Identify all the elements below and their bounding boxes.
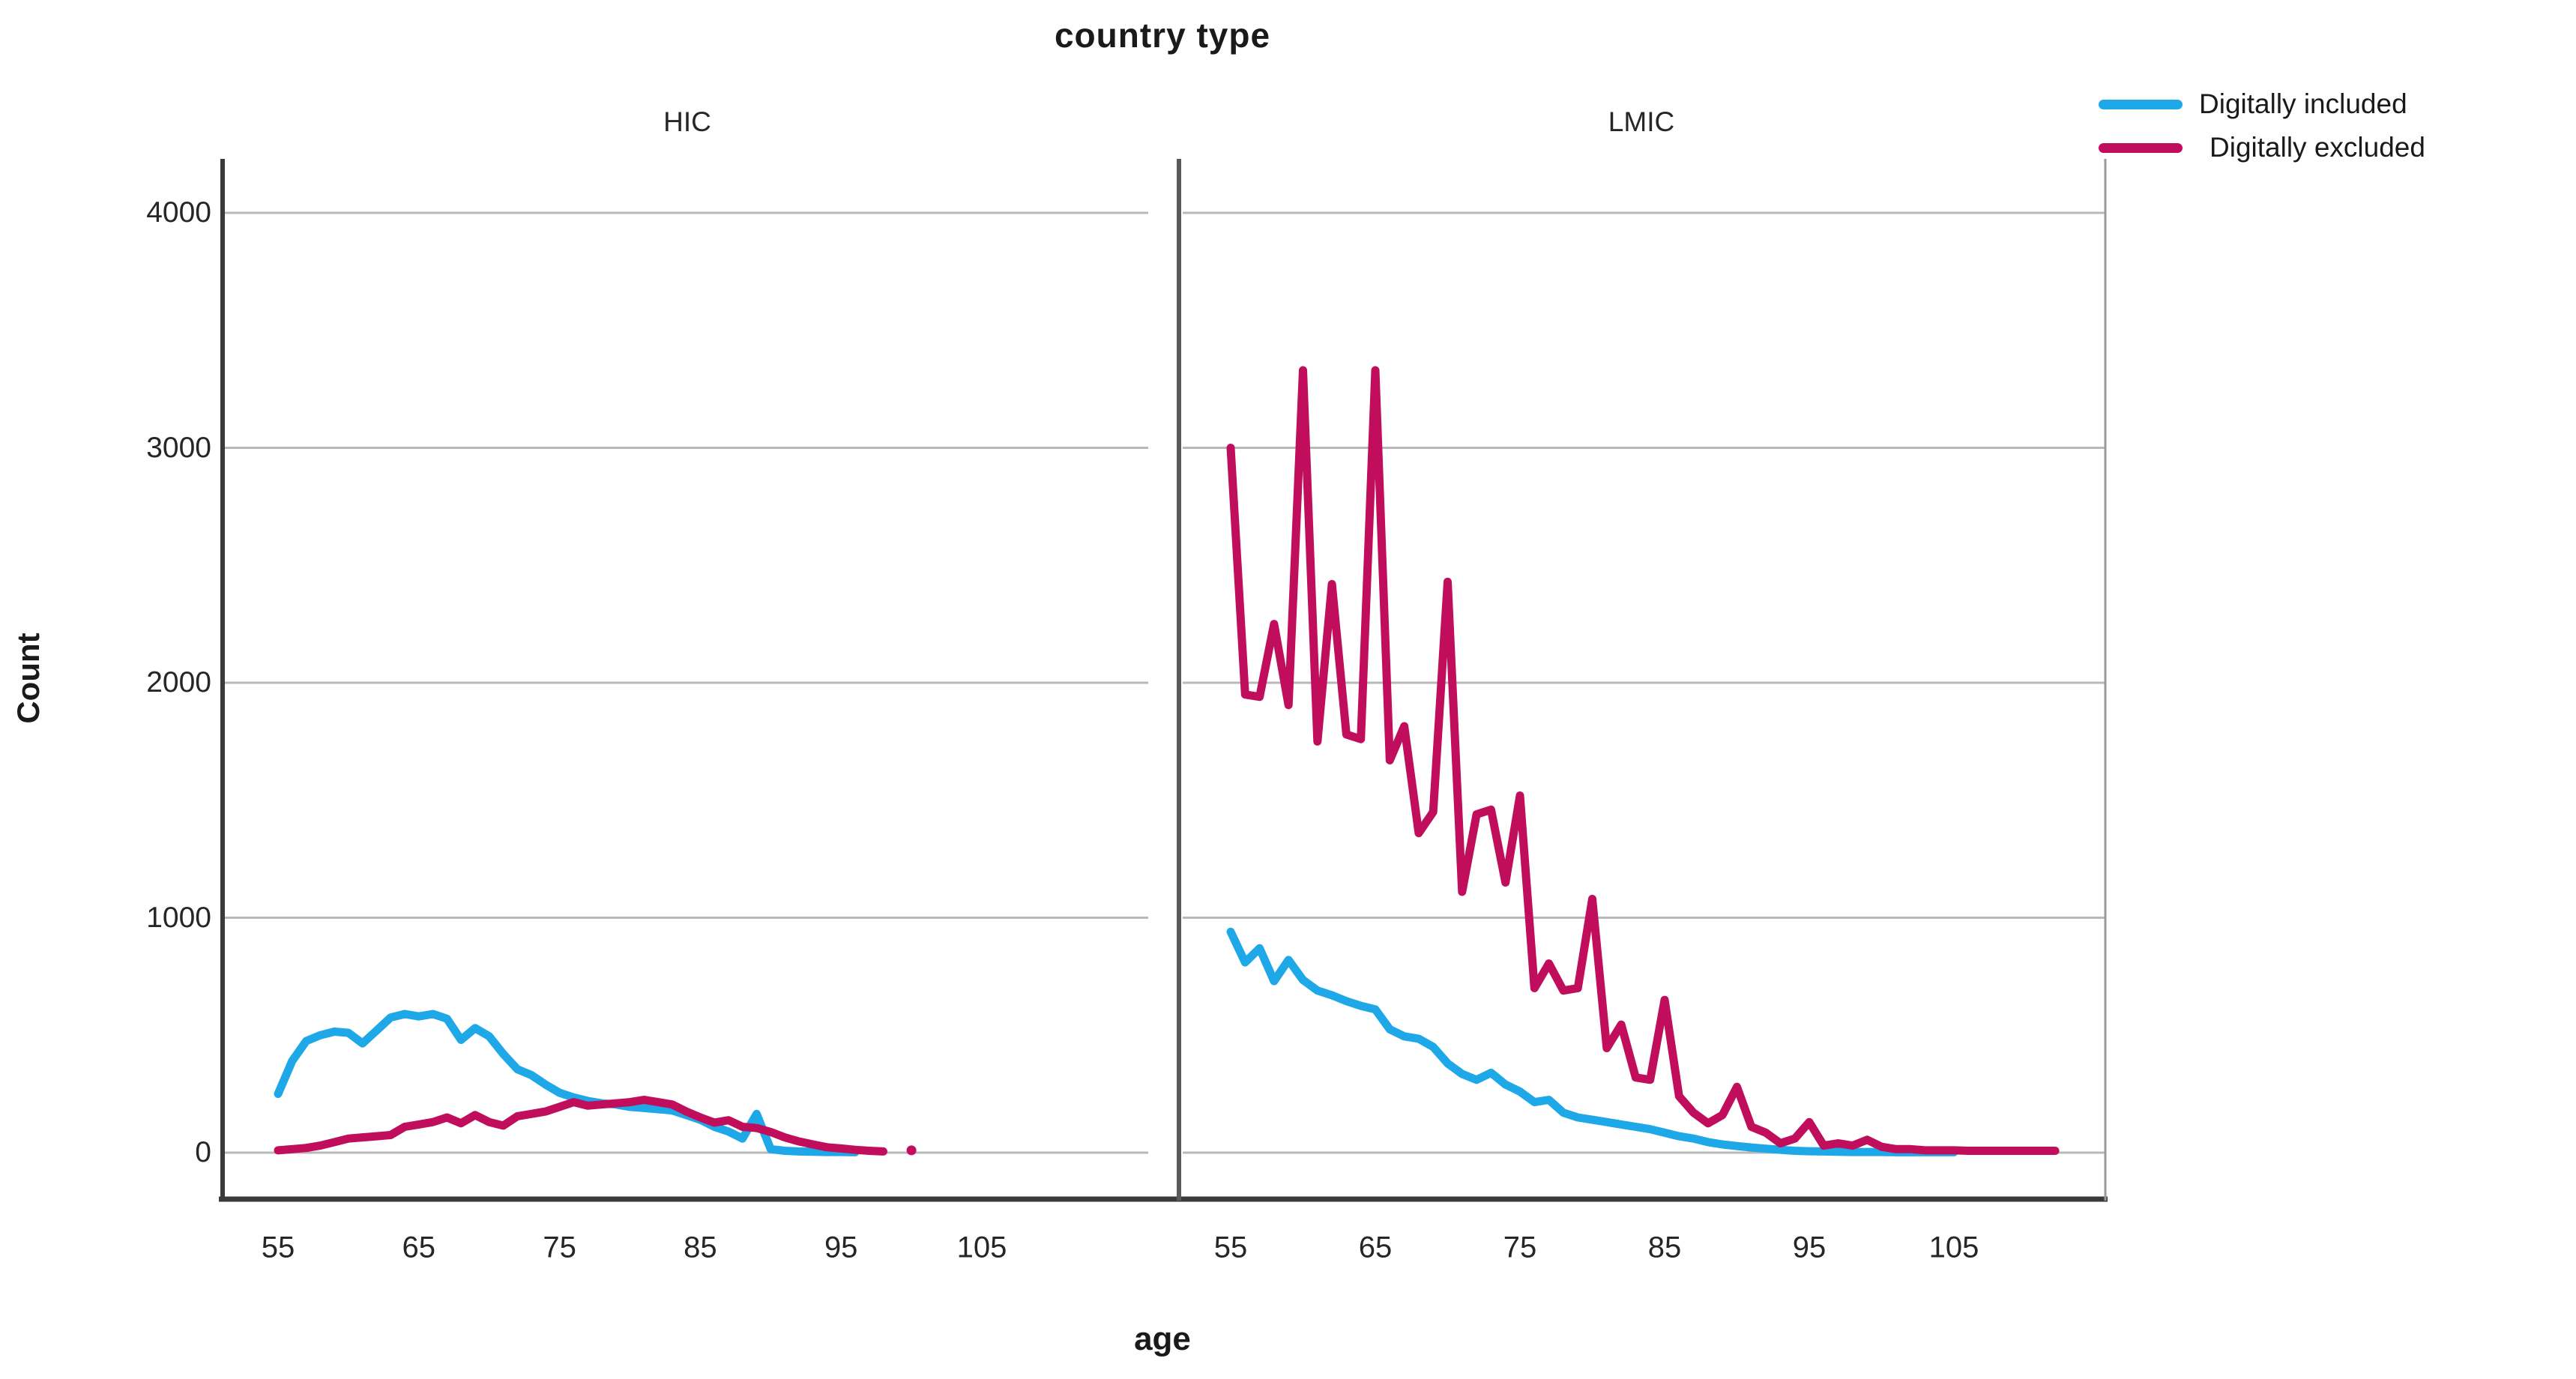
y-tick-label-2000: 2000 [146, 666, 211, 698]
hic-digitally-included-line [274, 1010, 860, 1156]
hic-x-tick-label-105: 105 [956, 1231, 1007, 1264]
legend-swatch-excluded [2099, 142, 2183, 153]
x-axis-title: age [1134, 1321, 1191, 1357]
hic-digitally-excluded-isolated-point [906, 1145, 917, 1156]
legend-label-excluded: Digitally excluded [2209, 132, 2425, 163]
y-tick-label-3000: 3000 [146, 431, 211, 464]
hic-x-tick-label-75: 75 [543, 1231, 576, 1264]
y-tick-label-1000: 1000 [146, 901, 211, 934]
y-tick-label-0: 0 [195, 1136, 211, 1168]
hic-x-tick-label-85: 85 [684, 1231, 717, 1264]
chart-title: country type [1054, 16, 1271, 55]
lmic-digitally-included-line [1226, 927, 1958, 1156]
lmic-x-tick-label-85: 85 [1647, 1231, 1682, 1264]
y-tick-label-4000: 4000 [146, 196, 211, 229]
panel-label-lmic: LMIC [1608, 106, 1675, 137]
hic-x-tick-label-55: 55 [261, 1231, 295, 1264]
lmic-digitally-excluded-line [1226, 366, 2060, 1155]
panel-label-hic: HIC [663, 106, 711, 137]
hic-x-tick-label-65: 65 [402, 1231, 436, 1264]
y-axis-title: Count [10, 633, 46, 724]
hic-x-tick-label-95: 95 [824, 1231, 858, 1264]
lmic-x-tick-label-75: 75 [1503, 1231, 1537, 1264]
lmic-x-tick-label-95: 95 [1792, 1231, 1827, 1264]
legend: Digitally included Digitally excluded [2099, 88, 2425, 163]
legend-swatch-included [2099, 99, 2183, 109]
hic-digitally-excluded-line [274, 1096, 887, 1156]
legend-item-digitally-excluded: Digitally excluded [2099, 132, 2425, 163]
lmic-x-tick-label-55: 55 [1213, 1231, 1248, 1264]
lmic-x-tick-label-65: 65 [1358, 1231, 1393, 1264]
legend-item-digitally-included: Digitally included [2099, 88, 2425, 120]
legend-label-included: Digitally included [2199, 88, 2407, 119]
lmic-x-tick-label-105: 105 [1928, 1231, 1979, 1264]
